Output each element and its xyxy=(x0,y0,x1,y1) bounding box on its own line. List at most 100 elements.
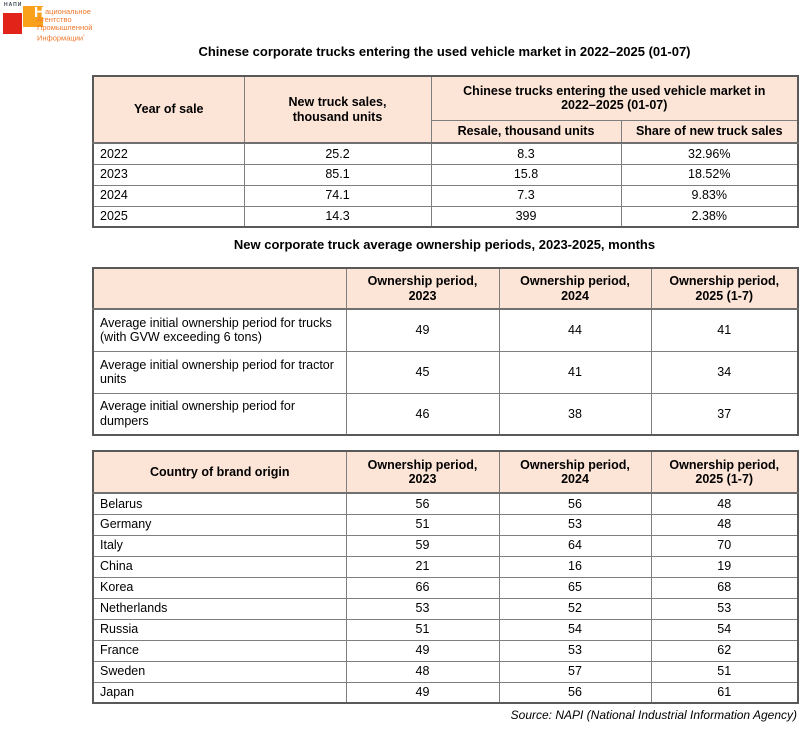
cell-resale: 7.3 xyxy=(430,184,622,207)
logo-line-4: Информации¹ xyxy=(37,33,85,43)
table-row: Japan 49 56 61 xyxy=(92,681,799,704)
cell-value: 16 xyxy=(498,555,652,578)
cell-resale: 8.3 xyxy=(430,142,622,165)
cell-value: 51 xyxy=(345,513,500,536)
table-row: Russia 51 54 54 xyxy=(92,618,799,641)
cell-resale: 399 xyxy=(430,205,622,228)
cell-value: 49 xyxy=(345,681,500,704)
t2-header-blank xyxy=(92,267,347,310)
cell-value: 46 xyxy=(345,392,500,436)
napi-logo: НАПИ Н ациональное Агентство Промышленно… xyxy=(0,0,110,50)
table-row: Sweden 48 57 51 xyxy=(92,660,799,683)
cell-value: 49 xyxy=(345,308,500,352)
cell-value: 54 xyxy=(650,618,799,641)
cell-new-sales: 74.1 xyxy=(243,184,432,207)
napi-acronym-text: НАПИ xyxy=(4,2,23,8)
cell-value: 62 xyxy=(650,639,799,662)
table-row: Belarus 56 56 48 xyxy=(92,492,799,515)
t2-header-2024: Ownership period, 2024 xyxy=(498,267,652,310)
logo-orange-square xyxy=(23,6,43,27)
table-ownership-by-type: Ownership period, 2023 Ownership period,… xyxy=(92,267,799,436)
table-row: Korea 66 65 68 xyxy=(92,576,799,599)
table-row: China 21 16 19 xyxy=(92,555,799,578)
cell-value: 51 xyxy=(650,660,799,683)
cell-value: 45 xyxy=(345,350,500,394)
cell-value: 41 xyxy=(498,350,652,394)
t3-header-country: Country of brand origin xyxy=(92,450,347,494)
t2-header-2025: Ownership period, 2025 (1-7) xyxy=(650,267,799,310)
cell-new-sales: 25.2 xyxy=(243,142,432,165)
t3-header-2025: Ownership period, 2025 (1-7) xyxy=(650,450,799,494)
t1-header-resale: Resale, thousand units xyxy=(430,119,622,144)
table-row: Germany 51 53 48 xyxy=(92,513,799,536)
cell-value: 70 xyxy=(650,534,799,557)
cell-value: 56 xyxy=(498,492,652,515)
cell-value: 34 xyxy=(650,350,799,394)
cell-share: 18.52% xyxy=(620,163,799,186)
cell-value: 48 xyxy=(345,660,500,683)
cell-country: Korea xyxy=(92,576,347,599)
logo-wordmark: ациональное Агентство Промышленной Инфор… xyxy=(37,8,93,43)
table-header-row: Year of sale New truck sales, thousand u… xyxy=(92,75,799,144)
cell-value: 65 xyxy=(498,576,652,599)
table-row: Average initial ownership period for dum… xyxy=(92,392,799,436)
table-chinese-trucks-market: Year of sale New truck sales, thousand u… xyxy=(92,75,799,228)
cell-value: 37 xyxy=(650,392,799,436)
cell-category-label: Average initial ownership period for dum… xyxy=(92,392,347,436)
table2-title: New corporate truck average ownership pe… xyxy=(233,237,656,252)
cell-value: 59 xyxy=(345,534,500,557)
cell-value: 51 xyxy=(345,618,500,641)
logo-superscript: ¹ xyxy=(83,33,85,39)
cell-country: Japan xyxy=(92,681,347,704)
cell-country: France xyxy=(92,639,347,662)
cell-value: 56 xyxy=(498,681,652,704)
t3-header-2024: Ownership period, 2024 xyxy=(498,450,652,494)
t3-header-2023: Ownership period, 2023 xyxy=(345,450,500,494)
table-row: Average initial ownership period for tra… xyxy=(92,350,799,394)
cell-share: 9.83% xyxy=(620,184,799,207)
cell-value: 41 xyxy=(650,308,799,352)
cell-value: 68 xyxy=(650,576,799,599)
table-row: Italy 59 64 70 xyxy=(92,534,799,557)
cell-share: 2.38% xyxy=(620,205,799,228)
cell-value: 56 xyxy=(345,492,500,515)
cell-year: 2022 xyxy=(92,142,245,165)
cell-country: Italy xyxy=(92,534,347,557)
cell-country: Russia xyxy=(92,618,347,641)
t1-header-new-sales: New truck sales, thousand units xyxy=(243,75,432,144)
cell-new-sales: 85.1 xyxy=(243,163,432,186)
cell-value: 54 xyxy=(498,618,652,641)
cell-year: 2024 xyxy=(92,184,245,207)
cell-value: 61 xyxy=(650,681,799,704)
table-row: 2025 14.3 399 2.38% xyxy=(92,205,799,228)
cell-country: China xyxy=(92,555,347,578)
cell-country: Sweden xyxy=(92,660,347,683)
table-row: 2024 74.1 7.3 9.83% xyxy=(92,184,799,207)
source-note: Source: NAPI (National Industrial Inform… xyxy=(510,708,797,722)
cell-category-label: Average initial ownership period for tru… xyxy=(92,308,347,352)
cell-share: 32.96% xyxy=(620,142,799,165)
cell-country: Netherlands xyxy=(92,597,347,620)
cell-country: Belarus xyxy=(92,492,347,515)
cell-value: 53 xyxy=(345,597,500,620)
logo-red-square xyxy=(3,13,22,34)
table-row: Netherlands 53 52 53 xyxy=(92,597,799,620)
cell-value: 48 xyxy=(650,513,799,536)
cell-value: 19 xyxy=(650,555,799,578)
cell-new-sales: 14.3 xyxy=(243,205,432,228)
logo-dropcap-letter: Н xyxy=(34,4,45,21)
t2-header-2023: Ownership period, 2023 xyxy=(345,267,500,310)
logo-line-1: ациональное xyxy=(45,7,91,16)
table1-title: Chinese corporate trucks entering the us… xyxy=(198,44,691,59)
cell-value: 49 xyxy=(345,639,500,662)
cell-value: 48 xyxy=(650,492,799,515)
cell-year: 2023 xyxy=(92,163,245,186)
cell-value: 53 xyxy=(650,597,799,620)
table-row: 2022 25.2 8.3 32.96% xyxy=(92,142,799,165)
table-ownership-by-country: Country of brand origin Ownership period… xyxy=(92,450,799,704)
cell-year: 2025 xyxy=(92,205,245,228)
cell-value: 66 xyxy=(345,576,500,599)
table-header-row: Country of brand origin Ownership period… xyxy=(92,450,799,494)
cell-value: 52 xyxy=(498,597,652,620)
